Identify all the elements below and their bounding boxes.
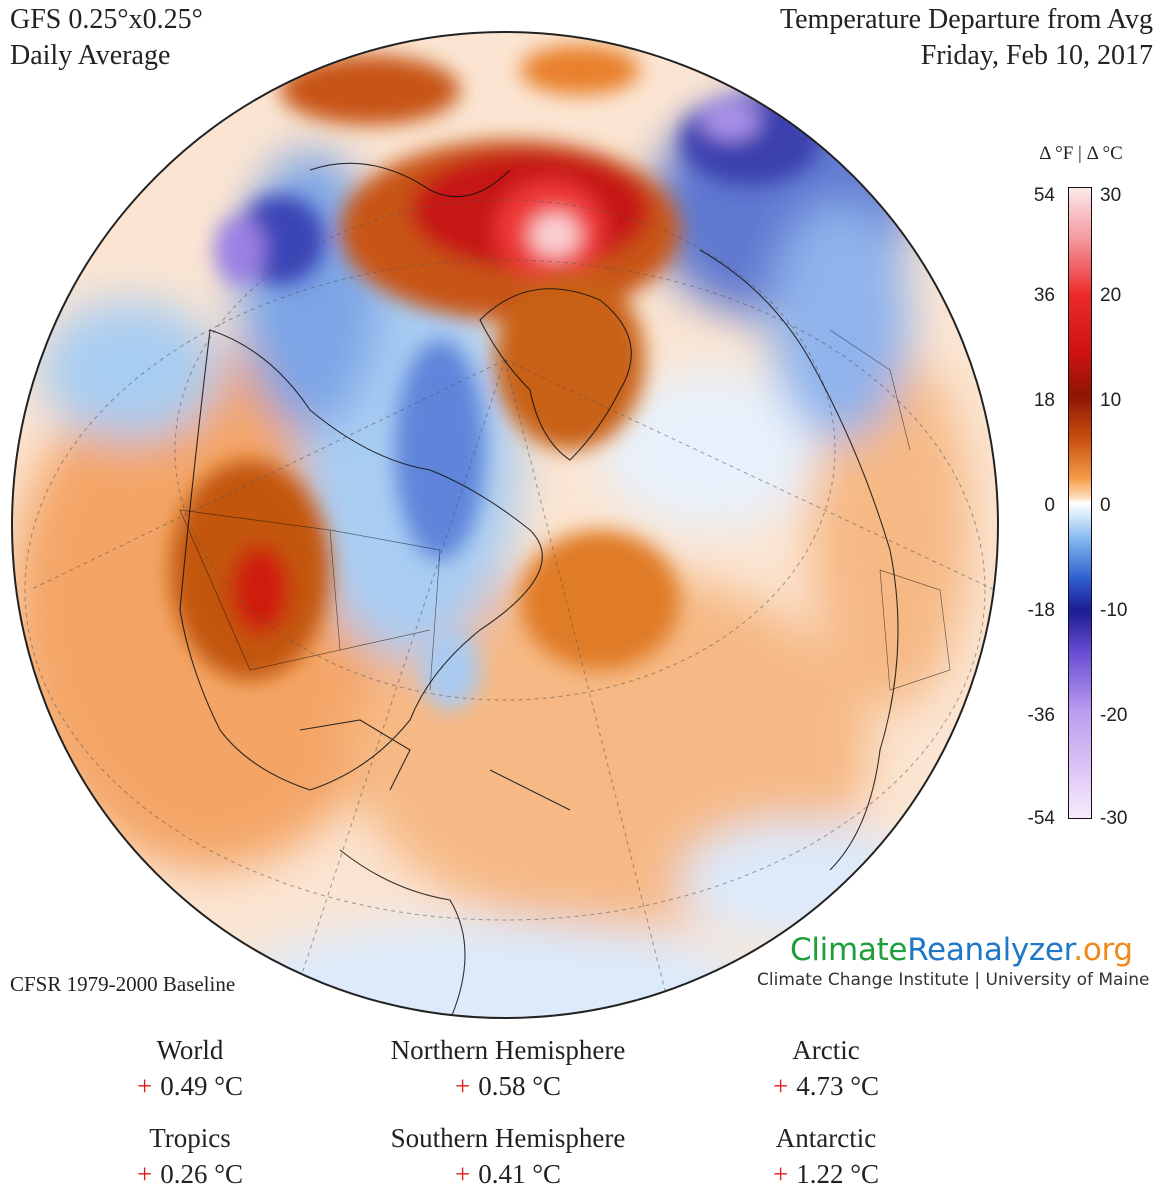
- logo-part-org: .org: [1073, 932, 1133, 968]
- map-title: Temperature Departure from Avg: [779, 4, 1153, 35]
- stat-name: Northern Hemisphere: [390, 1035, 626, 1065]
- tick-c-30: 30: [1100, 185, 1122, 206]
- colorbar-title: Δ °F | Δ °C: [1039, 143, 1123, 164]
- tick-f-minus18: -18: [1027, 600, 1055, 621]
- stat-value: 0.58 °C: [478, 1071, 562, 1101]
- plus-sign: +: [136, 1071, 153, 1101]
- stat-name: Arctic: [792, 1035, 860, 1065]
- tick-f-18: 18: [1033, 390, 1055, 411]
- stat-name: Southern Hemisphere: [390, 1123, 626, 1153]
- stat-tropics: Tropics +0.26 °C: [40, 1120, 340, 1192]
- plus-sign: +: [454, 1159, 471, 1189]
- tick-c-20: 20: [1100, 285, 1122, 306]
- institution-label: Climate Change Institute | University of…: [757, 970, 1150, 990]
- stat-value: 0.49 °C: [160, 1071, 244, 1101]
- tick-f-0: 0: [1044, 495, 1055, 516]
- plus-sign: +: [136, 1159, 153, 1189]
- tick-c-10: 10: [1100, 390, 1122, 411]
- climatereanalyzer-logo: ClimateReanalyzer.org: [790, 932, 1133, 968]
- stat-arctic: Arctic +4.73 °C: [676, 1032, 976, 1104]
- map-date: Friday, Feb 10, 2017: [920, 40, 1153, 71]
- logo-part-reanalyzer: Reanalyzer: [907, 932, 1074, 968]
- plus-sign: +: [772, 1071, 789, 1101]
- globe-map: [10, 30, 1000, 1020]
- tick-c-0: 0: [1100, 495, 1111, 516]
- model-label: GFS 0.25°x0.25°: [10, 4, 203, 35]
- period-label: Daily Average: [10, 40, 171, 71]
- stat-name: Tropics: [149, 1123, 231, 1153]
- stat-value: 0.26 °C: [160, 1159, 244, 1189]
- stat-value: 1.22 °C: [796, 1159, 880, 1189]
- tick-c-minus10: -10: [1100, 600, 1128, 621]
- tick-f-minus36: -36: [1027, 705, 1055, 726]
- tick-c-minus30: -30: [1100, 808, 1128, 829]
- stat-northern-hemisphere: Northern Hemisphere +0.58 °C: [358, 1032, 658, 1104]
- stat-name: World: [156, 1035, 224, 1065]
- stat-value: 0.41 °C: [478, 1159, 562, 1189]
- tick-c-minus20: -20: [1100, 705, 1128, 726]
- baseline-label: CFSR 1979-2000 Baseline: [10, 972, 236, 996]
- plus-sign: +: [772, 1159, 789, 1189]
- header-right: Temperature Departure from Avg Friday, F…: [780, 2, 1153, 74]
- tick-f-54: 54: [1033, 185, 1055, 206]
- tick-f-36: 36: [1033, 285, 1055, 306]
- plus-sign: +: [454, 1071, 471, 1101]
- logo-part-climate: Climate: [790, 932, 908, 968]
- temperature-anomaly-globe: [11, 31, 999, 1019]
- header-left: GFS 0.25°x0.25° Daily Average: [10, 2, 203, 74]
- stat-value: 4.73 °C: [796, 1071, 880, 1101]
- stat-name: Antarctic: [775, 1123, 877, 1153]
- colorbar: [1068, 187, 1092, 819]
- stat-antarctic: Antarctic +1.22 °C: [676, 1120, 976, 1192]
- tick-f-minus54: -54: [1027, 808, 1055, 829]
- stat-southern-hemisphere: Southern Hemisphere +0.41 °C: [358, 1120, 658, 1192]
- stat-world: World +0.49 °C: [40, 1032, 340, 1104]
